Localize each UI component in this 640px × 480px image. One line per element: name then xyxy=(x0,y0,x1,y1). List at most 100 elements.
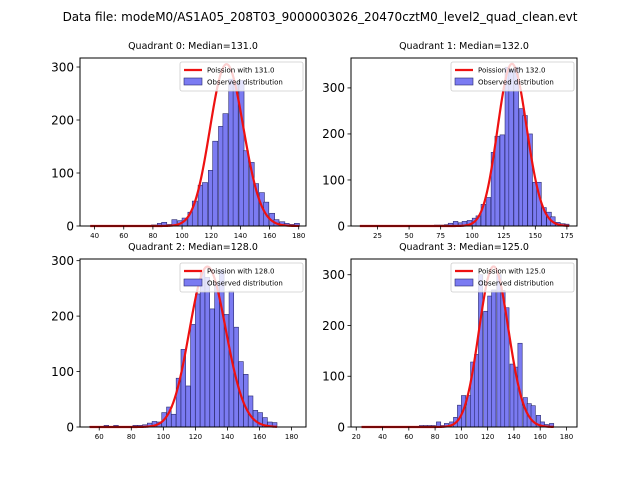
legend-box xyxy=(179,262,304,293)
histogram-bar xyxy=(204,276,210,428)
legend: Poission with 132.0 Observed distribution xyxy=(450,61,575,92)
histogram-bars xyxy=(89,269,278,428)
histogram-bar xyxy=(209,308,215,428)
legend-bar-swatch xyxy=(183,278,203,287)
x-tick-label: 20 xyxy=(352,433,361,441)
subplot-quadrant-0: Quadrant 0: Median=131.0 0 100 200 300 40 60 80… xyxy=(51,41,307,240)
legend-label-observed: Observed distribution xyxy=(478,79,554,87)
x-tick-label: 180 xyxy=(292,232,305,240)
legend-bar-swatch xyxy=(454,77,474,86)
x-tick-label: 180 xyxy=(560,433,573,441)
legend-box xyxy=(450,61,575,92)
subplot-title: Quadrant 2: Median=128.0 xyxy=(128,242,258,253)
x-tick-label: 40 xyxy=(378,433,387,441)
legend-label-observed: Observed distribution xyxy=(207,79,283,87)
y-tick-label: 100 xyxy=(51,365,74,379)
x-tick-label: 80 xyxy=(431,433,440,441)
y-tick-label: 200 xyxy=(51,113,74,127)
y-tick-label: 200 xyxy=(322,127,345,141)
legend-label-observed: Observed distribution xyxy=(478,280,554,288)
y-tick-label: 200 xyxy=(51,309,74,323)
y-tick-label: 0 xyxy=(66,420,74,434)
axes-frame xyxy=(350,258,578,428)
y-tick-label: 300 xyxy=(51,254,74,268)
x-tick-label: 160 xyxy=(263,232,276,240)
legend-box xyxy=(450,262,575,293)
legend-label-poisson: Poission with 131.0 xyxy=(207,67,275,75)
legend-label-observed: Observed distribution xyxy=(207,280,283,288)
x-tick-label: 100 xyxy=(455,433,468,441)
histogram-bar xyxy=(202,182,208,227)
figure-suptitle: Data file: modeM0/AS1A05_208T03_90000030… xyxy=(63,10,578,24)
subplot-quadrant-2: Quadrant 2: Median=128.0 0 100 200 300 60 80 10… xyxy=(51,242,307,441)
x-tick-label: 150 xyxy=(529,232,542,240)
y-tick-label: 300 xyxy=(51,60,74,74)
histogram-bar xyxy=(232,82,239,227)
histogram-bars xyxy=(387,274,555,428)
histogram-bar xyxy=(485,197,492,227)
x-tick-label: 125 xyxy=(497,232,510,240)
y-tick-label: 300 xyxy=(322,268,345,282)
y-tick-label: 300 xyxy=(322,81,345,95)
histogram-bar xyxy=(243,150,249,227)
legend-bar-swatch xyxy=(183,77,203,86)
subplot-title: Quadrant 3: Median=125.0 xyxy=(399,242,529,253)
x-tick-label: 50 xyxy=(405,232,414,240)
histogram-bar xyxy=(508,69,514,227)
histogram-bar xyxy=(171,413,177,428)
y-tick-label: 0 xyxy=(66,219,74,233)
histogram-bar xyxy=(243,374,249,428)
histogram-bar xyxy=(491,289,497,428)
x-tick-label: 75 xyxy=(436,232,445,240)
subplot-title: Quadrant 0: Median=131.0 xyxy=(128,41,258,52)
histogram-bar xyxy=(199,270,206,428)
histogram-bar xyxy=(222,113,229,227)
subplot-quadrant-1: Quadrant 1: Median=132.0 0 100 200 300 25 50 75… xyxy=(322,41,578,240)
y-tick-label: 100 xyxy=(322,173,345,187)
y-tick-label: 0 xyxy=(337,420,345,434)
histogram-bar xyxy=(214,282,220,428)
subplot-quadrant-3: Quadrant 3: Median=125.0 0 100 200 300 20 40 60… xyxy=(322,242,578,441)
axes-frame xyxy=(79,258,307,428)
x-tick-label: 60 xyxy=(404,433,413,441)
x-tick-label: 140 xyxy=(221,433,234,441)
y-tick-label: 100 xyxy=(51,166,74,180)
histogram-bar xyxy=(478,274,484,428)
axes-frame xyxy=(350,57,578,227)
histogram-bar xyxy=(195,293,201,428)
x-tick-label: 60 xyxy=(119,232,128,240)
x-tick-label: 140 xyxy=(234,232,247,240)
legend: Poission with 125.0 Observed distribution xyxy=(450,262,575,293)
x-tick-label: 100 xyxy=(466,232,479,240)
legend-bar-swatch xyxy=(454,278,474,287)
x-tick-label: 80 xyxy=(148,232,157,240)
legend-label-poisson: Poission with 132.0 xyxy=(478,67,546,75)
legend-box xyxy=(179,61,304,92)
x-tick-label: 180 xyxy=(285,433,298,441)
legend-label-poisson: Poission with 125.0 xyxy=(478,268,546,276)
histogram-bar xyxy=(494,135,500,227)
legend: Poission with 131.0 Observed distribution xyxy=(179,61,304,92)
x-tick-label: 60 xyxy=(95,433,104,441)
x-tick-label: 40 xyxy=(90,232,99,240)
x-tick-label: 100 xyxy=(175,232,188,240)
x-tick-label: 100 xyxy=(157,433,170,441)
x-tick-label: 120 xyxy=(205,232,218,240)
histogram-bar xyxy=(219,269,225,428)
x-tick-label: 80 xyxy=(127,433,136,441)
histogram-bar xyxy=(499,134,505,227)
y-tick-label: 200 xyxy=(322,319,345,333)
axes-frame xyxy=(79,57,307,227)
x-tick-label: 140 xyxy=(507,433,520,441)
x-tick-label: 160 xyxy=(534,433,547,441)
histogram-bar xyxy=(190,324,196,428)
x-tick-label: 120 xyxy=(481,433,494,441)
legend: Poission with 128.0 Observed distribution xyxy=(179,262,304,293)
x-tick-label: 120 xyxy=(189,433,202,441)
y-tick-label: 0 xyxy=(337,219,345,233)
x-tick-label: 25 xyxy=(373,232,382,240)
subplot-title: Quadrant 1: Median=132.0 xyxy=(399,41,529,52)
x-tick-label: 175 xyxy=(560,232,573,240)
histogram-bar xyxy=(212,140,219,227)
